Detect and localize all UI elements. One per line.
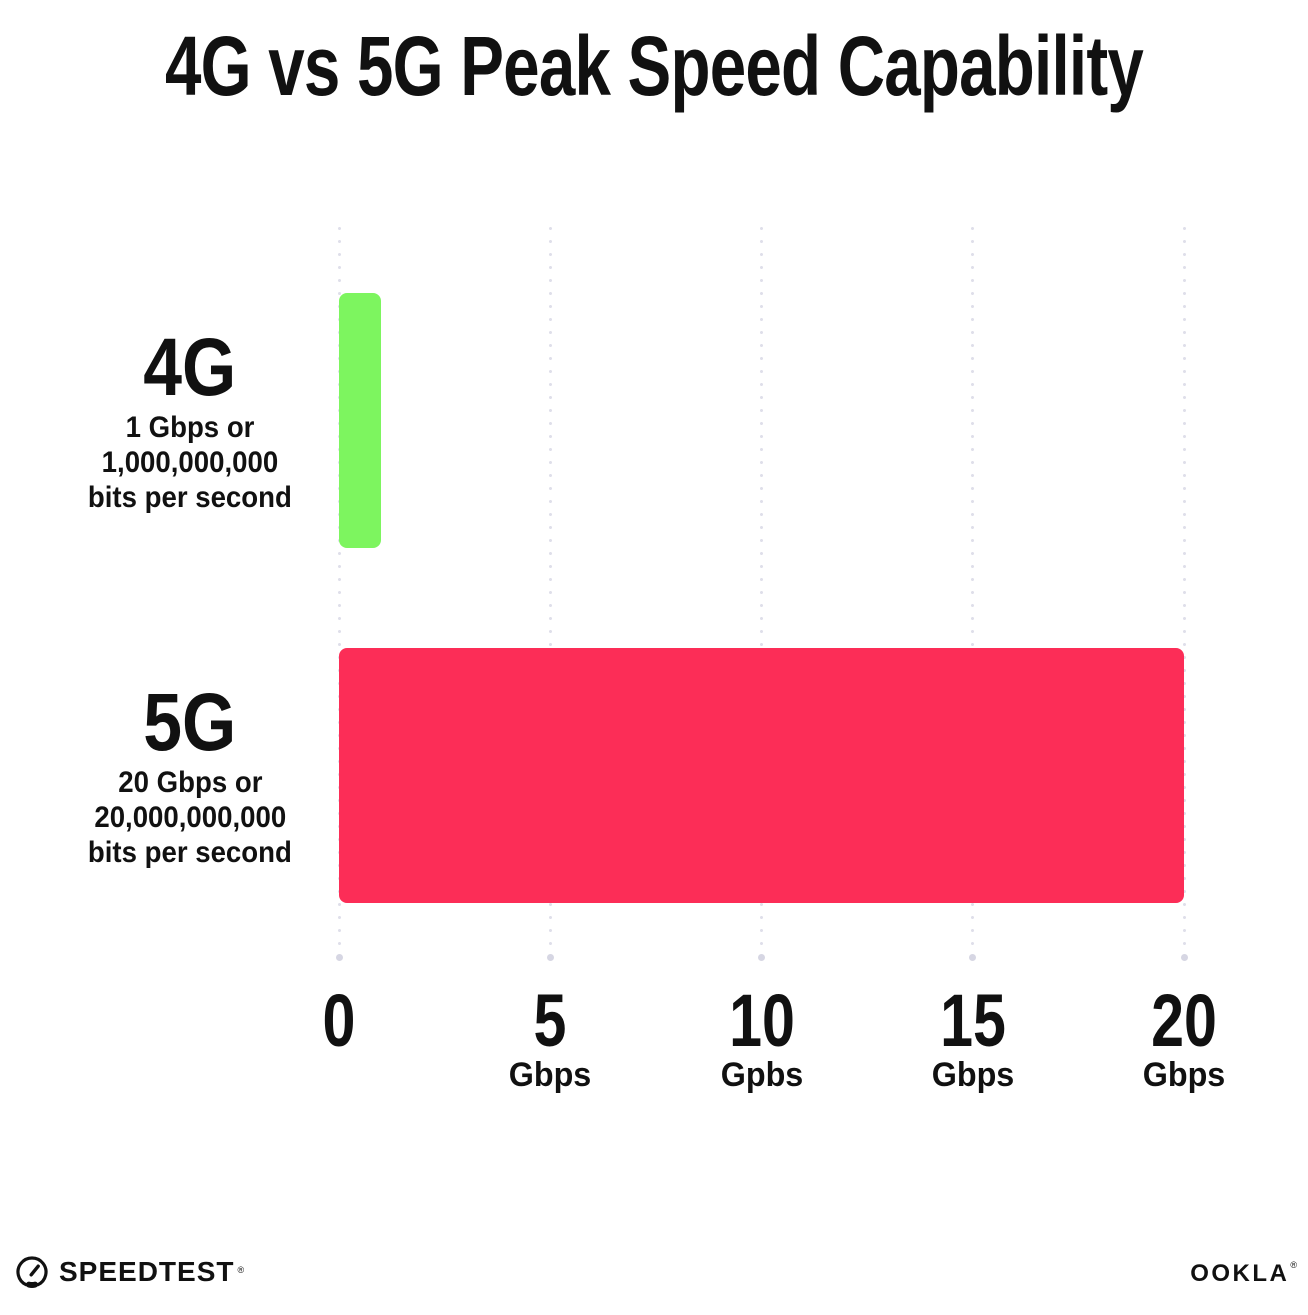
category-sublabel-5g-line-2: 20,000,000,000	[94, 800, 286, 834]
gridline-15	[971, 222, 975, 956]
category-label-5g: 5G	[143, 677, 237, 769]
ookla-trademark-mark: ®	[1290, 1260, 1297, 1270]
row-label-block-5g: 5G 20 Gbps or 20,000,000,000 bits per secon…	[30, 648, 350, 903]
bar-4g	[339, 293, 382, 548]
category-label-4g: 4G	[143, 322, 237, 414]
gridline-5	[548, 222, 552, 956]
x-tick-label-0: 0	[322, 979, 356, 1062]
gridline-end-dot-15	[969, 954, 977, 961]
gridline-10	[760, 222, 763, 956]
speedtest-trademark-mark: ®	[237, 1265, 245, 1275]
x-tick-label-5: 5	[533, 979, 567, 1062]
gridline-end-dot-0	[335, 954, 343, 961]
x-tick-unit-15: Gbps	[931, 1056, 1015, 1094]
gridline-end-dot-10	[758, 954, 765, 961]
x-tick-unit-10: Gpbs	[720, 1056, 803, 1094]
category-sublabel-4g-line-2: 1,000,000,000	[101, 445, 279, 479]
speedtest-wordmark: SPEEDTEST	[59, 1256, 235, 1287]
ookla-logo: OOKLA ®	[1190, 1260, 1297, 1287]
x-tick-unit-5: Gbps	[508, 1056, 592, 1094]
row-label-block-4g: 4G 1 Gbps or 1,000,000,000 bits per second	[30, 293, 350, 548]
category-sublabel-4g-line-1: 1 Gbps or	[125, 410, 255, 444]
category-sublabel-5g-line-3: bits per second	[88, 835, 292, 869]
speedtest-logo: SPEEDTEST ®	[14, 1254, 245, 1290]
ookla-wordmark: OOKLA	[1190, 1260, 1290, 1287]
category-sublabel-5g-line-1: 20 Gbps or	[117, 765, 263, 799]
x-tick-label-20: 20	[1151, 979, 1217, 1062]
speedtest-gauge-icon	[16, 1256, 48, 1288]
x-tick-label-15: 15	[939, 979, 1006, 1062]
category-sublabel-4g-line-3: bits per second	[88, 480, 292, 514]
chart-title: 4G vs 5G Peak Speed Capability	[164, 19, 1144, 113]
gridline-20	[1182, 222, 1186, 956]
bar-5g	[339, 648, 1184, 903]
x-tick-label-10: 10	[728, 979, 795, 1062]
x-tick-unit-20: Gbps	[1142, 1056, 1226, 1094]
gridline-0	[337, 222, 341, 956]
gridline-end-dot-5	[546, 954, 554, 961]
gridline-end-dot-20	[1180, 954, 1188, 961]
